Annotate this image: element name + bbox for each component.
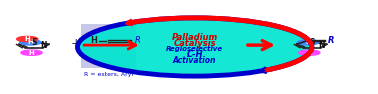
Text: H: H: [24, 36, 30, 42]
Text: H: H: [27, 39, 33, 45]
Circle shape: [77, 18, 312, 76]
Text: N: N: [318, 41, 324, 50]
Text: C-H: C-H: [186, 50, 203, 60]
Circle shape: [299, 50, 320, 55]
Text: S: S: [309, 38, 314, 47]
Text: Catalysis: Catalysis: [174, 39, 216, 48]
FancyBboxPatch shape: [81, 24, 136, 68]
Text: Regioselective: Regioselective: [166, 46, 223, 52]
Circle shape: [297, 40, 319, 45]
Text: H: H: [305, 39, 311, 45]
Text: R: R: [135, 36, 140, 45]
Text: H: H: [90, 36, 97, 45]
Circle shape: [17, 36, 38, 42]
Circle shape: [21, 50, 42, 55]
Text: Activation: Activation: [173, 56, 216, 65]
Text: H: H: [29, 50, 34, 56]
Text: R = esters, Aryl: R = esters, Aryl: [84, 72, 133, 77]
Text: S: S: [31, 38, 37, 47]
Text: N: N: [40, 41, 46, 50]
Text: Palladium: Palladium: [172, 33, 218, 42]
Circle shape: [20, 40, 41, 45]
Text: H: H: [307, 50, 312, 56]
Text: R: R: [328, 36, 335, 45]
Text: +: +: [70, 37, 81, 50]
